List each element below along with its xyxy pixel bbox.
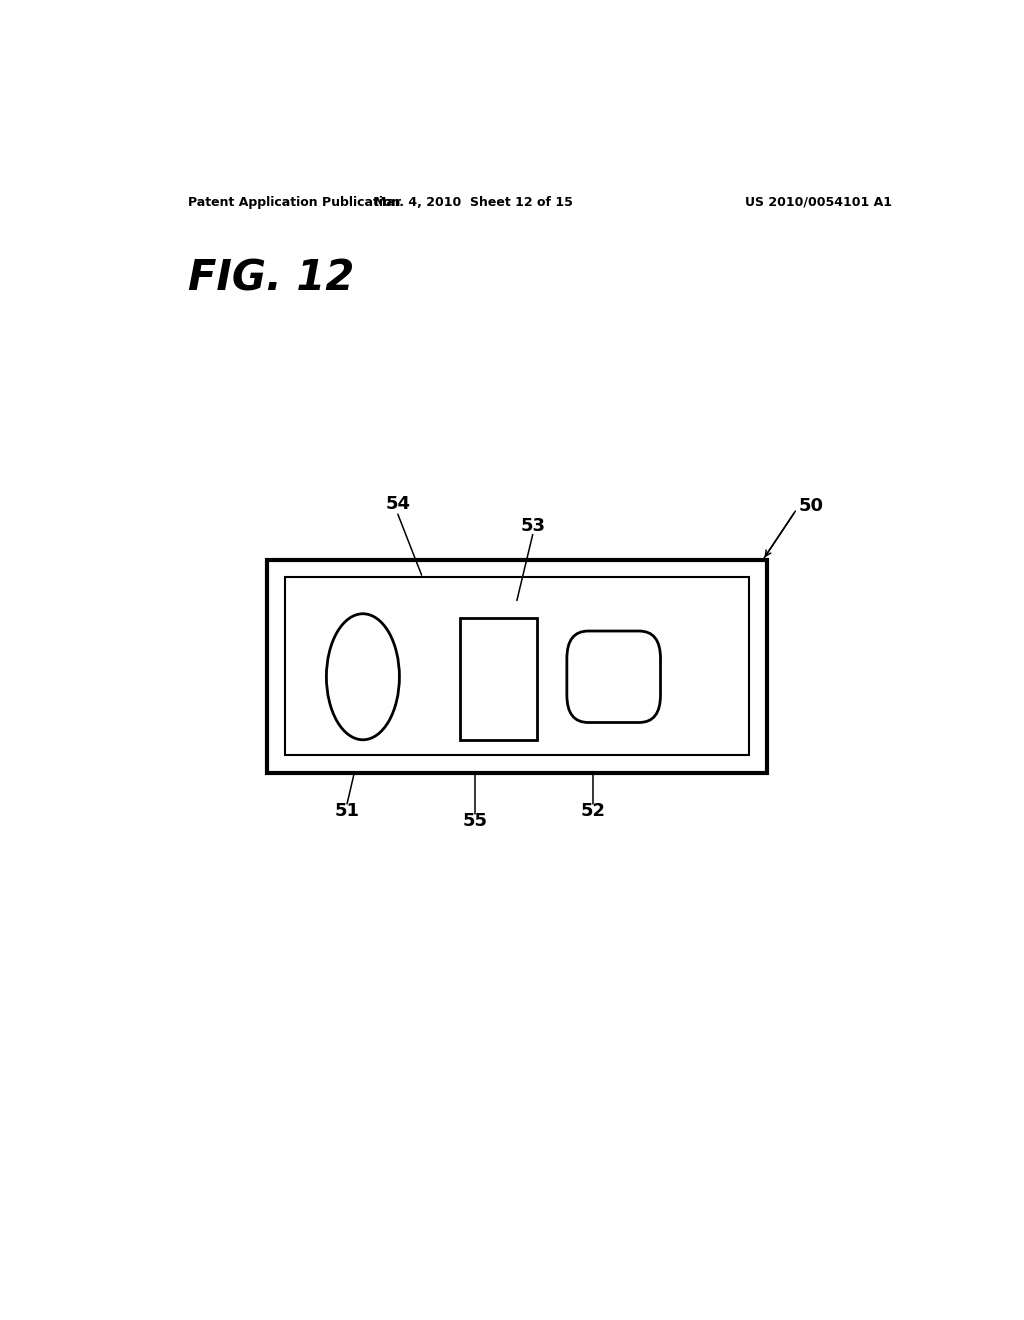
Text: 51: 51 <box>335 803 359 820</box>
Text: Mar. 4, 2010  Sheet 12 of 15: Mar. 4, 2010 Sheet 12 of 15 <box>374 195 572 209</box>
Text: 54: 54 <box>385 495 411 513</box>
Text: 55: 55 <box>462 812 487 830</box>
Ellipse shape <box>327 614 399 739</box>
Text: 53: 53 <box>520 517 545 536</box>
Bar <box>285 577 749 755</box>
Text: US 2010/0054101 A1: US 2010/0054101 A1 <box>744 195 892 209</box>
Bar <box>460 618 538 739</box>
Text: 52: 52 <box>581 803 605 820</box>
FancyBboxPatch shape <box>567 631 660 722</box>
Text: Patent Application Publication: Patent Application Publication <box>187 195 400 209</box>
Text: FIG. 12: FIG. 12 <box>187 257 354 300</box>
Bar <box>267 560 767 774</box>
Text: 50: 50 <box>799 498 823 515</box>
